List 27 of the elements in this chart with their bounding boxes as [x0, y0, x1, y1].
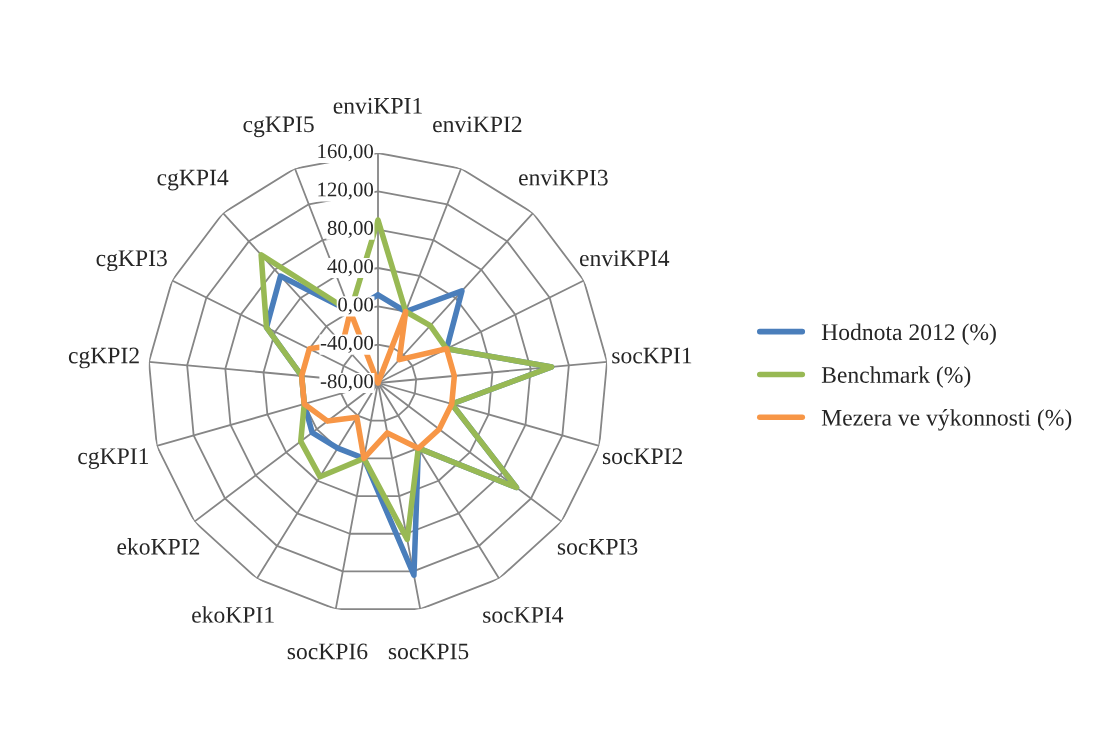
legend-label: Benchmark (%) [821, 366, 971, 388]
y-tick-label: 40,00 [327, 259, 374, 277]
spoke-label: socKPI4 [483, 607, 564, 623]
y-tick-label: 160,00 [318, 144, 374, 162]
y-tick-label: 120,00 [318, 182, 374, 200]
spoke-label: enviKPI1 [333, 97, 422, 114]
spoke-label: socKPI1 [612, 347, 692, 364]
spoke-label: cgKPI2 [68, 347, 139, 369]
spoke-label: cgKPI4 [157, 169, 229, 191]
spoke-label: socKPI5 [388, 643, 469, 660]
legend-label: Mezera ve výkonnosti (%) [821, 409, 1072, 431]
spoke-label: cgKPI3 [96, 250, 167, 272]
spoke-label: ekoKPI1 [192, 606, 274, 623]
y-tick-label: -40,00 [320, 335, 374, 353]
spoke-label: ekoKPI2 [117, 538, 200, 555]
spoke-label: enviKPI4 [579, 250, 670, 267]
legend-label: Hodnota 2012 (%) [821, 323, 996, 345]
spoke-label: cgKPI5 [243, 116, 314, 138]
spoke-label: socKPI2 [602, 448, 682, 465]
spoke-label: cgKPI1 [78, 448, 149, 469]
spoke-label: socKPI3 [557, 538, 638, 555]
y-tick-label: -80,00 [320, 374, 374, 392]
spoke-label: socKPI6 [287, 643, 368, 660]
spoke-label: enviKPI3 [519, 169, 608, 186]
y-tick-label: 80,00 [327, 220, 374, 238]
y-tick-label: 0,00 [338, 297, 374, 315]
spoke-label: enviKPI2 [433, 116, 522, 133]
